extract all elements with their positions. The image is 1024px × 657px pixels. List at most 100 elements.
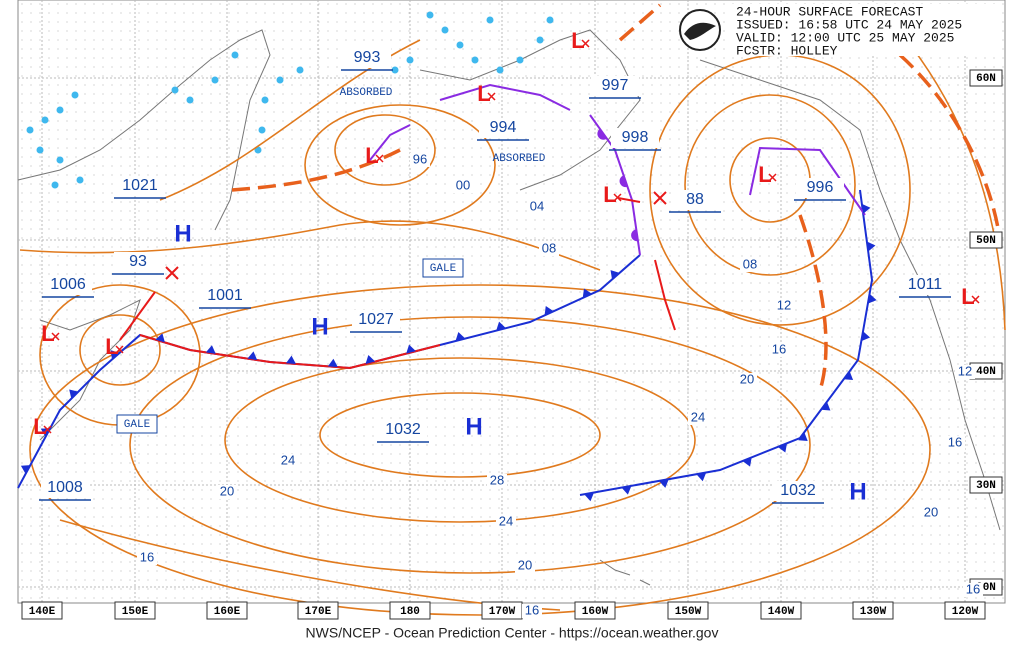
central-pressure: 1021 — [122, 177, 158, 194]
cold-front-triangle — [861, 331, 871, 342]
footer: NWS/NCEP - Ocean Prediction Center - htt… — [306, 625, 719, 641]
ice-dot — [546, 16, 554, 24]
high-center: H — [311, 313, 328, 340]
lon-label-box — [206, 601, 248, 620]
isobar-label: 16 — [948, 434, 962, 449]
cold-front-triangle — [285, 355, 296, 364]
isobar-label-bg — [515, 559, 535, 573]
lon-label: 170E — [305, 606, 332, 618]
cold-front-triangle — [658, 479, 669, 488]
lon-label: 130W — [860, 606, 887, 618]
low-center: L — [105, 334, 118, 359]
ice-dot — [471, 56, 479, 64]
cold-front-triangle — [155, 333, 165, 343]
lon-label-box — [944, 601, 986, 620]
low-x — [487, 92, 496, 101]
isobar-label-bg — [740, 258, 760, 272]
isobar-label: 16 — [140, 549, 154, 564]
cold-front-triangle — [584, 492, 594, 502]
isobar-label: 00 — [456, 177, 470, 192]
low-x — [971, 295, 980, 304]
ice-dot — [41, 116, 49, 124]
cold-front-triangle — [742, 457, 752, 467]
pressure-bg — [901, 275, 949, 295]
central-pressure: 998 — [622, 129, 649, 146]
ice-dot — [76, 176, 84, 184]
ice-dot — [36, 146, 44, 154]
lat-label-box — [969, 69, 1003, 87]
labels: 140E 150E 160E 170E 180 170W 160W 150W 140W 130W 1… — [21, 28, 1003, 620]
ice-dot — [26, 126, 34, 134]
cold-front-triangle — [247, 351, 258, 361]
lon-label: 150W — [675, 606, 702, 618]
ice-dot — [496, 66, 504, 74]
pressure-bg — [379, 420, 427, 440]
ice-dot — [186, 96, 194, 104]
lon-label-box — [389, 601, 431, 620]
lat-label-box — [969, 231, 1003, 249]
isobar-label-bg — [688, 411, 708, 425]
pressure-bg — [591, 76, 639, 96]
low-center: L — [365, 143, 378, 168]
lon-label: 160E — [214, 606, 241, 618]
high-center: H — [849, 478, 866, 505]
lon-label-box — [667, 601, 709, 620]
cold-front-triangle — [866, 241, 876, 252]
ice-dot — [211, 76, 219, 84]
low-x — [581, 39, 590, 48]
pressure-bg — [671, 190, 719, 210]
warm-front-semicircle — [597, 128, 607, 140]
isobar-label-bg — [539, 242, 559, 256]
ice-dot — [171, 86, 179, 94]
isobar-label-bg — [487, 474, 507, 488]
isobar-label: 24 — [499, 513, 513, 528]
ice-dot — [536, 36, 544, 44]
cold-front-triangle — [496, 321, 506, 331]
isobar-label: 12 — [777, 297, 791, 312]
low-x — [375, 154, 384, 163]
cold-front-triangle — [861, 203, 871, 214]
ice-dot — [261, 96, 269, 104]
header-line: ISSUED: 16:58 UTC 24 MAY 2025 — [736, 17, 962, 32]
low-x — [115, 345, 124, 354]
isobar-label-bg — [496, 515, 516, 529]
central-pressure: 1008 — [47, 479, 83, 496]
lat-label: 50N — [976, 235, 996, 247]
lon-label-box — [21, 601, 63, 620]
low-x — [613, 193, 622, 202]
cold-front-triangle — [777, 443, 788, 453]
pressure-bg — [44, 275, 92, 295]
ice-dot — [276, 76, 284, 84]
cold-front-triangle — [69, 389, 79, 399]
isobar-label: 16 — [525, 602, 539, 617]
gale-box — [422, 258, 464, 278]
isobar-label: 16 — [772, 341, 786, 356]
central-pressure: 1011 — [908, 276, 943, 293]
isobar-label: 24 — [691, 409, 705, 424]
cold-front-triangle — [621, 485, 632, 495]
gale-label: GALE — [430, 263, 457, 275]
pressure-bg — [796, 178, 844, 198]
isobar-label-bg — [522, 604, 542, 618]
central-pressure: 993 — [354, 49, 381, 66]
header-line: FCSTR: HOLLEY — [736, 43, 838, 58]
high-center: H — [174, 220, 191, 247]
central-pressure: 1032 — [385, 421, 421, 438]
lon-label: 180 — [400, 606, 420, 618]
gale-box — [116, 414, 158, 434]
low-center: L — [758, 162, 771, 187]
pressure-bg — [611, 128, 659, 148]
map-frame — [17, 0, 1006, 604]
isobar-label-bg — [737, 373, 757, 387]
pressure-bg — [41, 478, 89, 498]
header-line: 24-HOUR SURFACE FORECAST — [736, 4, 923, 19]
high-center: H — [465, 413, 482, 440]
header-box — [731, 4, 1001, 56]
isobar-label: 08 — [743, 256, 757, 271]
ice-dot — [56, 106, 64, 114]
low-center: L — [477, 81, 490, 106]
lat-label: 60N — [976, 73, 996, 85]
low-x — [768, 173, 777, 182]
isobar-label-bg — [769, 343, 789, 357]
